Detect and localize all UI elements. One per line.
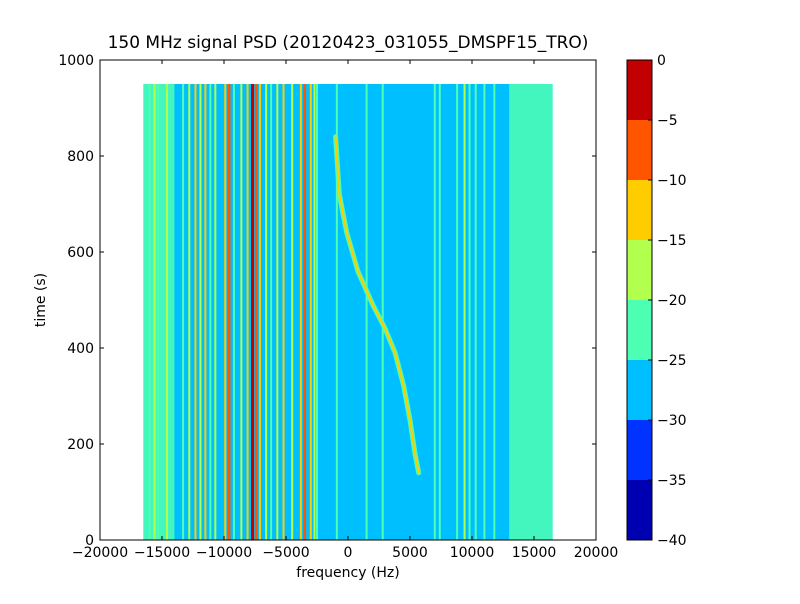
spectral-line xyxy=(254,84,258,540)
spectral-line xyxy=(270,84,273,540)
spectral-line xyxy=(335,84,338,540)
spectral-line xyxy=(232,84,235,540)
colorbar-tick-label: 0 xyxy=(657,53,666,69)
colorbar: −40 −35 −30 −25 −20 −15 −10 −5 0 xyxy=(626,53,687,549)
y-axis-label: time (s) xyxy=(33,273,49,327)
spectral-line xyxy=(224,84,227,540)
y-axis: 0 200 400 600 800 1000 xyxy=(58,53,596,549)
x-tick-label: 0 xyxy=(344,545,353,561)
colorbar-segment xyxy=(627,60,652,120)
spectral-line xyxy=(209,84,212,540)
spectral-line xyxy=(474,84,477,540)
colorbar-tick-label: −35 xyxy=(657,473,687,489)
spectral-line xyxy=(299,84,302,540)
spectral-line xyxy=(227,84,231,540)
spectral-line xyxy=(316,84,318,540)
spectral-line xyxy=(194,84,197,540)
doppler-trace xyxy=(334,135,420,474)
colorbar-segment xyxy=(627,300,652,360)
plot-area xyxy=(143,84,553,540)
spectral-line xyxy=(309,84,312,540)
colorbar-tick-label: −10 xyxy=(657,173,687,189)
spectral-line xyxy=(251,84,255,540)
spectral-line xyxy=(456,84,459,540)
spectral-line xyxy=(438,84,441,540)
spectral-line xyxy=(303,84,307,540)
spectral-line xyxy=(313,84,316,540)
spectral-line xyxy=(182,84,185,540)
chart-title: 150 MHz signal PSD (20120423_031055_DMSP… xyxy=(108,33,589,53)
x-tick-label: −5000 xyxy=(262,545,309,561)
colorbar-tick-label: −5 xyxy=(657,113,678,129)
x-tick-label: −15000 xyxy=(134,545,190,561)
spectral-line xyxy=(265,84,268,540)
x-tick-label: −10000 xyxy=(196,545,252,561)
spectral-line xyxy=(365,84,368,540)
colorbar-segment xyxy=(627,120,652,180)
spectral-line xyxy=(204,84,207,540)
spectral-line xyxy=(433,84,436,540)
spectral-line xyxy=(148,84,151,540)
x-tick-label: 20000 xyxy=(574,545,619,561)
x-tick-label: −20000 xyxy=(72,545,128,561)
spectral-line xyxy=(188,84,191,540)
colorbar-tick-label: −25 xyxy=(657,353,687,369)
spectral-line xyxy=(258,84,261,540)
colorbar-tick-label: −30 xyxy=(657,413,687,429)
colorbar-segment xyxy=(627,480,652,540)
spectral-line xyxy=(468,84,471,540)
x-tick-label: 15000 xyxy=(512,545,557,561)
spectral-line xyxy=(157,84,160,540)
spectral-line xyxy=(493,84,496,540)
colorbar-segment xyxy=(627,420,652,480)
spectral-line xyxy=(483,84,486,540)
y-tick-label: 800 xyxy=(67,149,94,165)
noise-band xyxy=(509,84,553,540)
spectral-line xyxy=(291,84,294,540)
x-axis-label: frequency (Hz) xyxy=(296,565,399,581)
spectral-line xyxy=(199,84,202,540)
colorbar-tick-label: −15 xyxy=(657,233,687,249)
spectral-line xyxy=(214,84,217,540)
x-tick-label: 10000 xyxy=(450,545,495,561)
colorbar-tick-label: −40 xyxy=(657,533,687,549)
spectral-line xyxy=(282,84,285,540)
x-axis: −20000 −15000 −10000 −5000 0 5000 10000 15000 20… xyxy=(72,60,618,561)
colorbar-tick-label: −20 xyxy=(657,293,687,309)
y-tick-label: 200 xyxy=(67,437,94,453)
colorbar-segment xyxy=(627,180,652,240)
spectral-line xyxy=(381,84,384,540)
spectral-line xyxy=(165,84,168,540)
y-tick-label: 400 xyxy=(67,341,94,357)
spectral-line xyxy=(246,84,249,540)
spectral-line xyxy=(153,84,156,540)
spectral-line xyxy=(276,84,279,540)
y-tick-label: 600 xyxy=(67,245,94,261)
colorbar-segment xyxy=(627,360,652,420)
y-tick-label: 0 xyxy=(85,533,94,549)
colorbar-segment xyxy=(627,240,652,300)
spectral-line xyxy=(463,84,466,540)
y-tick-label: 1000 xyxy=(58,53,94,69)
x-tick-label: 5000 xyxy=(392,545,428,561)
spectral-line xyxy=(240,84,243,540)
